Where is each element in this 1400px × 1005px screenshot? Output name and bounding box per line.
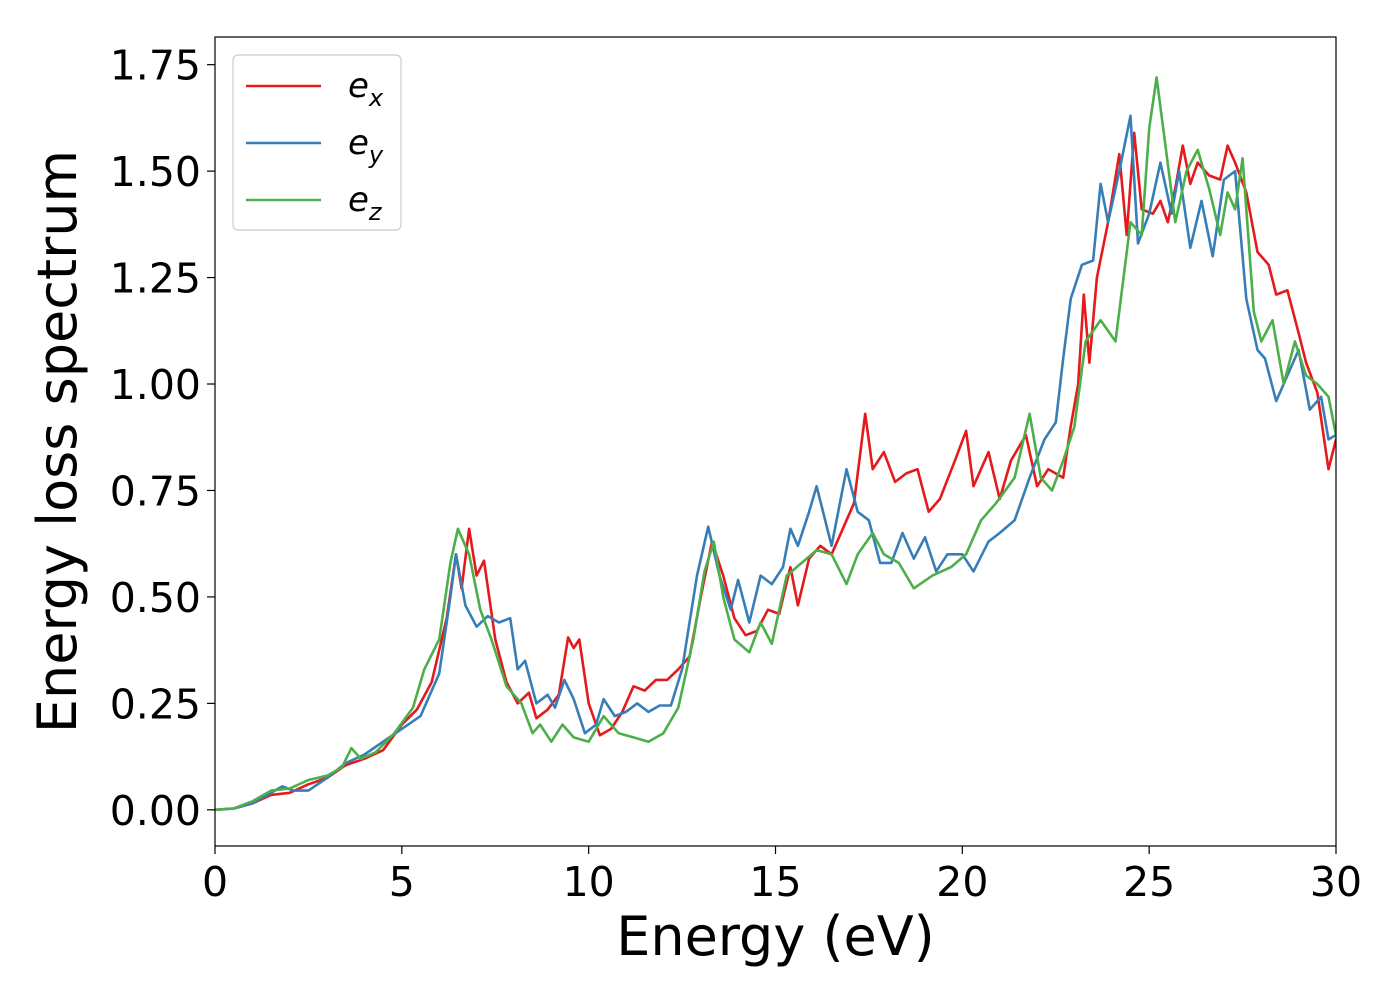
legend-label: ey (348, 123, 384, 169)
legend-entry-z: ez (246, 180, 383, 226)
legend-label: ex (348, 66, 384, 112)
x-tick-label: 25 (1123, 858, 1175, 906)
legend-label: ez (348, 180, 383, 226)
y-axis: 0.00 0.25 0.50 0.75 1.00 1.25 1.50 1.75 (110, 42, 215, 835)
x-axis-title: Energy (eV) (616, 905, 935, 968)
x-tick-label: 15 (749, 858, 801, 906)
y-tick-label: 1.00 (110, 361, 201, 409)
series-line-z (215, 76, 1336, 812)
x-tick-label: 0 (202, 858, 228, 906)
legend: ex ey ez (232, 54, 402, 231)
x-tick-label: 10 (563, 858, 615, 906)
y-tick-label: 0.75 (110, 467, 201, 515)
legend-entry-x: ex (246, 66, 384, 112)
y-tick-label: 0.50 (110, 574, 201, 622)
series-line-y (215, 114, 1336, 812)
series-line-x (215, 131, 1336, 812)
series-layer (215, 76, 1336, 812)
x-tick-label: 5 (389, 858, 415, 906)
x-axis: 0 5 10 15 20 25 30 (202, 846, 1362, 906)
x-tick-label: 20 (936, 858, 988, 906)
legend-entry-y: ey (246, 123, 384, 169)
y-tick-label: 0.25 (110, 680, 201, 728)
y-tick-label: 1.75 (110, 42, 201, 90)
y-axis-title: Energy loss spectrum (26, 150, 89, 733)
y-tick-label: 1.50 (110, 148, 201, 196)
y-tick-label: 0.00 (110, 787, 201, 835)
x-tick-label: 30 (1310, 858, 1362, 906)
y-tick-label: 1.25 (110, 255, 201, 303)
